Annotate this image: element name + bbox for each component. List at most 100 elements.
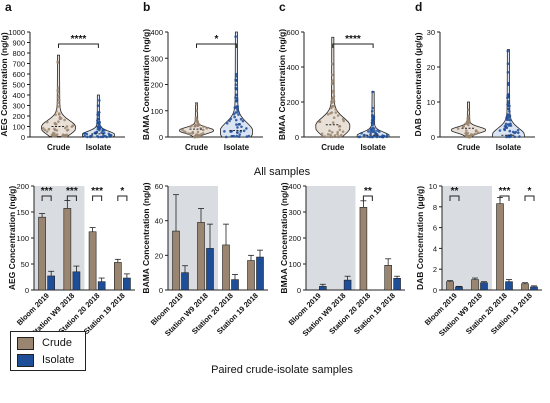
panel-d-point-crude (456, 127, 460, 130)
panel-b-point-isolate (247, 134, 251, 138)
panel-b-point-crude (195, 109, 199, 112)
panel-a-point-crude (53, 127, 56, 131)
panel-d-point-crude (465, 131, 468, 135)
panel-b-point-isolate (238, 133, 242, 136)
panel-e-sig-label: * (120, 186, 124, 197)
panel-c-violin-crude (315, 36, 351, 138)
panel-h-sig-label: * (528, 186, 532, 197)
panel-e-sig-bracket (41, 195, 52, 201)
panel-a-point-isolate (107, 132, 111, 136)
panel-b-point-isolate (234, 75, 238, 78)
panel-d-point-crude (467, 123, 470, 127)
panel-h-ytick-label: 6 (433, 224, 437, 233)
panel-e-ytick-label: 50 (21, 260, 29, 269)
panel-d-xtick-label: Isolate (496, 143, 522, 152)
panel-b-point-crude (193, 125, 197, 128)
panel-a-point-crude (71, 124, 75, 127)
panel-b-point-crude (186, 132, 190, 135)
panel-h-bar-isolate (455, 286, 463, 291)
panel-a-point-isolate (90, 134, 94, 137)
panel-d-xtick-label: Crude (457, 143, 481, 152)
section-title-paired-samples: Paired crude-isolate samples (211, 364, 353, 376)
legend-label-isolate: Isolate (42, 354, 75, 366)
panel-d-ylabel: DAB Concentration (µg/g) (413, 32, 423, 136)
panel-a-point-crude (54, 122, 58, 126)
panel-h-shaded-region (442, 186, 492, 290)
panel-g-xtick-label: Station W9 2018 (300, 291, 347, 338)
panel-c-point-crude (336, 130, 339, 134)
panel-a-point-crude (58, 104, 61, 108)
panel-a-point-crude (55, 133, 59, 136)
panel-h-ytick-label: 8 (433, 203, 437, 212)
panel-e-ytick-label: 150 (16, 208, 29, 217)
panel-g-ytick-label: 300 (288, 208, 301, 217)
panel-b-point-crude (181, 128, 184, 132)
panel-a-ytick-label: 300 (12, 102, 25, 111)
panel-b-letter: b (143, 0, 150, 14)
panel-d-point-isolate (506, 49, 510, 53)
panel-b-point-crude (196, 124, 200, 127)
panel-c-point-isolate (366, 135, 369, 138)
panel-c-point-isolate (378, 130, 381, 133)
panel-b-point-isolate (235, 78, 239, 82)
panel-c-point-crude (336, 132, 339, 136)
panel-b-point-isolate (239, 117, 243, 121)
panel-a-ytick-label: 600 (12, 70, 25, 79)
panel-c-point-crude (330, 82, 334, 85)
panel-f-ytick-label: 40 (155, 217, 163, 226)
panel-f-ytick-label: 20 (155, 251, 163, 260)
panel-a-ytick-label: 500 (12, 81, 25, 90)
panel-a-point-crude (64, 134, 68, 138)
panel-c-point-crude (331, 135, 334, 139)
panel-b-point-isolate (234, 111, 238, 114)
panel-c-point-crude (334, 111, 338, 114)
panel-g-ytick-label: 100 (288, 260, 301, 269)
panel-a-letter: a (5, 0, 12, 14)
panel-b-sig-bracket (196, 43, 237, 48)
panel-b-point-isolate (235, 123, 238, 126)
panel-b-point-isolate (237, 135, 241, 138)
panel-c-point-crude (338, 128, 342, 132)
panel-c-point-isolate (385, 135, 389, 139)
panel-h-sig-label: ** (451, 186, 459, 197)
panel-a-point-crude (57, 113, 61, 116)
panel-d-point-crude (471, 133, 475, 137)
panel-h-ytick-label: 4 (433, 244, 437, 253)
panel-h-ytick-label: 0 (433, 286, 437, 295)
panel-c-point-crude (329, 112, 332, 115)
panel-d-point-isolate (508, 129, 512, 133)
panel-g-shaded-region (306, 186, 356, 290)
legend-item-isolate: Isolate (17, 353, 74, 367)
panel-f-ytick-label: 0 (159, 286, 163, 295)
panel-a-point-crude (45, 120, 49, 124)
panel-f-bar-isolate (206, 248, 214, 291)
panel-a-ytick-label: 200 (12, 112, 25, 121)
panel-e-bar-crude (38, 216, 46, 291)
panel-d-point-crude (476, 131, 480, 134)
panel-d-point-crude (467, 108, 470, 112)
panel-d-point-isolate (508, 110, 511, 113)
legend-label-crude: Crude (42, 337, 72, 349)
panel-c-point-crude (326, 133, 330, 136)
panel-a-point-crude (45, 130, 49, 133)
panel-d-point-isolate (513, 135, 516, 139)
panel-d-point-isolate (506, 94, 510, 97)
panel-b-point-isolate (245, 135, 249, 138)
panel-g-bar-isolate (343, 279, 352, 291)
panel-e-sig-bracket (117, 195, 128, 201)
panel-a-point-isolate (96, 111, 100, 114)
panel-f-bar-isolate (181, 272, 189, 291)
panel-d-point-isolate (506, 70, 510, 74)
panel-c-ytick-label: 600 (286, 28, 299, 37)
panel-b-xtick-label: Isolate (224, 143, 250, 152)
panel-c-letter: c (279, 0, 286, 14)
panel-h-sig-bracket (524, 195, 535, 201)
panel-a-xtick-label: Crude (47, 143, 71, 152)
panel-g-bar-crude (384, 264, 392, 291)
panel-a-point-crude (51, 134, 55, 137)
panel-d-point-isolate (498, 129, 502, 132)
panel-b-point-isolate (235, 87, 238, 91)
panel-d-letter: d (415, 0, 422, 14)
panel-e-sig-label: *** (91, 186, 103, 197)
panel-a-ytick-label: 0 (21, 133, 25, 142)
